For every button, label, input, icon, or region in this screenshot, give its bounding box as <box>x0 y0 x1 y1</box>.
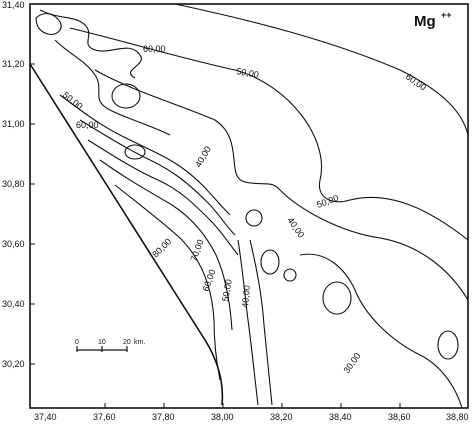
contour-label: 50,00 <box>236 66 260 80</box>
contour-60-outer <box>174 3 469 136</box>
contour-dense-6 <box>99 159 233 331</box>
y-tick-label: 30,60 <box>2 239 25 249</box>
x-tick-label: 38,00 <box>211 412 234 422</box>
x-tick-label: 37,80 <box>152 412 175 422</box>
contour-label: 30,00 <box>341 351 362 375</box>
x-tick-label: 37,40 <box>34 412 57 422</box>
coastline <box>29 63 224 406</box>
y-tick-label: 31,20 <box>2 59 25 69</box>
x-tick-label: 38,60 <box>388 412 411 422</box>
contour-dense-8 <box>237 239 259 406</box>
x-axis: 37,40 37,60 37,80 38,00 38,20 38,40 38,6… <box>34 403 469 422</box>
map-frame <box>29 3 469 409</box>
contour-50-outer <box>69 27 469 241</box>
scale-label-unit: km. <box>134 339 145 346</box>
scale-label-10: 10 <box>98 339 106 346</box>
y-tick-label: 30,20 <box>2 359 25 369</box>
contour-40-outer <box>94 69 469 301</box>
contour-dense-1 <box>39 9 143 79</box>
contour-label: 70,00 <box>188 238 205 263</box>
contour-loop-5 <box>283 268 297 282</box>
x-tick-label: 38,20 <box>270 412 293 422</box>
contour-labels: 60,00 50,00 60,00 50,00 60,00 40,00 50,0… <box>61 44 428 375</box>
y-tick-label: 30,80 <box>2 179 25 189</box>
contour-dense-9 <box>249 239 273 406</box>
scale-label-0: 0 <box>75 339 79 346</box>
contour-dense-10 <box>35 13 62 35</box>
y-tick-label: 30,40 <box>2 299 25 309</box>
contour-label: 40,00 <box>285 215 306 239</box>
contour-label: 50,00 <box>220 278 234 302</box>
contour-label: 60,00 <box>143 44 166 54</box>
x-tick-label: 37,60 <box>93 412 116 422</box>
contour-loop-6 <box>322 281 352 315</box>
y-tick-label: 31,40 <box>2 0 25 10</box>
x-tick-label: 38,40 <box>329 412 352 422</box>
contour-dense-2 <box>54 39 171 136</box>
y-tick-label: 31,00 <box>2 119 25 129</box>
contour-label: 80,00 <box>150 236 173 259</box>
contour-label: 40,00 <box>240 285 252 308</box>
contour-loop-1 <box>111 83 141 109</box>
contour-label: 50,00 <box>61 90 85 112</box>
x-tick-label: 38,80 <box>446 412 469 422</box>
contour-label: 60,00 <box>404 71 428 92</box>
contour-dense-5 <box>87 139 239 256</box>
contour-dense-4 <box>79 119 236 236</box>
contour-label: 60,00 <box>76 120 99 130</box>
map-title-superscript: ++ <box>441 10 452 20</box>
y-axis: 31,40 31,20 31,00 30,80 30,60 30,40 30,2… <box>2 0 35 369</box>
contour-label: 50,00 <box>315 193 340 210</box>
contour-dense-7 <box>114 184 221 381</box>
scale-label-20: 20 <box>123 339 131 346</box>
contour-loop-3 <box>245 209 263 227</box>
contour-label: 40,00 <box>193 144 213 169</box>
contour-lines <box>35 3 469 409</box>
scale-bar: 0 10 20 km. <box>75 339 145 352</box>
contour-dense-3 <box>59 94 231 216</box>
contour-loop-2 <box>124 144 146 160</box>
map-title: Mg <box>414 13 436 30</box>
contour-30 <box>299 253 463 409</box>
contour-loop-7 <box>437 330 459 360</box>
contour-loop-4 <box>260 249 280 275</box>
